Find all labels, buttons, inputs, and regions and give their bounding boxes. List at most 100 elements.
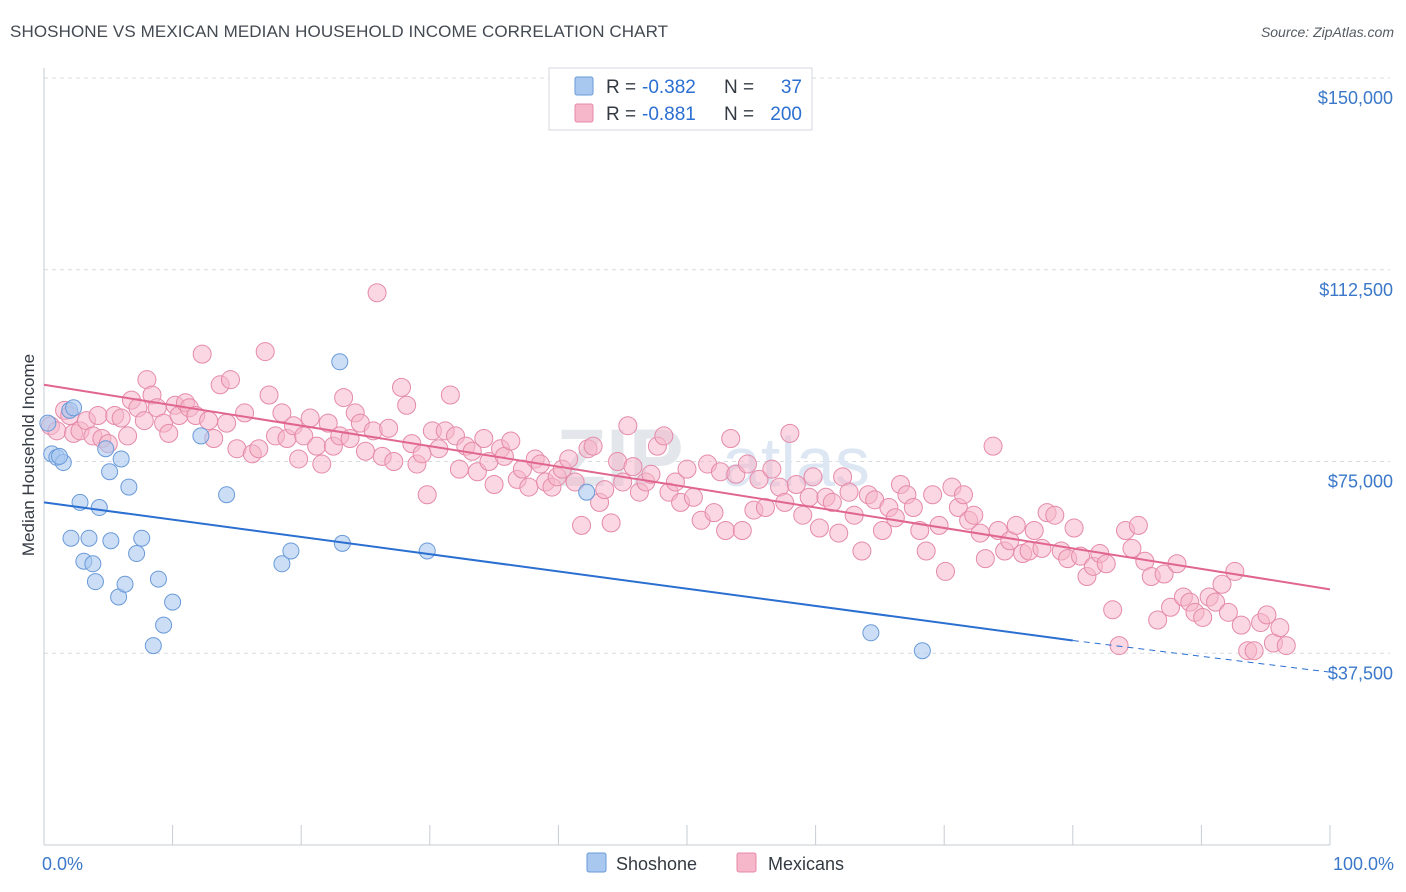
- point-shoshone-19: [120, 478, 138, 496]
- legend-r-value-2: -0.881: [642, 104, 696, 125]
- trend-lines: [43, 383, 1331, 673]
- point-mexicans-107: [654, 426, 674, 446]
- point-mexicans-149: [910, 521, 930, 541]
- point-mexicans-59: [379, 418, 399, 438]
- point-mexicans-60: [384, 452, 404, 471]
- bottom-legend-shoshone: Shoshone: [616, 854, 697, 874]
- point-mexicans-43: [289, 449, 309, 469]
- point-shoshone-27: [218, 486, 236, 504]
- bottom-legend-mexicans: Mexicans: [768, 854, 844, 874]
- legend-r-label-1: R =: [606, 77, 636, 98]
- point-shoshone-32: [418, 542, 436, 560]
- point-mexicans-21: [159, 423, 179, 443]
- point-mexicans-57: [367, 283, 387, 303]
- point-mexicans-194: [1193, 607, 1213, 627]
- point-shoshone-18: [116, 575, 134, 593]
- point-mexicans-32: [220, 370, 240, 390]
- point-shoshone-15: [102, 532, 120, 550]
- point-mexicans-93: [572, 515, 592, 535]
- point-mexicans-130: [793, 505, 813, 525]
- point-mexicans-95: [583, 436, 603, 456]
- point-mexicans-181: [1109, 636, 1129, 656]
- point-mexicans-179: [1096, 554, 1116, 574]
- point-mexicans-48: [318, 413, 338, 433]
- point-mexicans-46: [307, 436, 327, 456]
- point-mexicans-121: [737, 454, 757, 474]
- point-mexicans-76: [474, 428, 494, 448]
- point-mexicans-51: [334, 388, 354, 408]
- legend-n-value-1: 37: [781, 77, 802, 98]
- point-shoshone-20: [128, 545, 146, 563]
- y-tick-label-0: $37,500: [1328, 663, 1393, 683]
- point-shoshone-10: [84, 555, 102, 573]
- point-mexicans-65: [412, 444, 432, 464]
- point-mexicans-61: [392, 377, 412, 397]
- point-mexicans-36: [249, 439, 269, 459]
- gridlines: [44, 77, 1390, 654]
- point-shoshone-13: [97, 440, 115, 458]
- y-axis-label: Median Household Income: [19, 354, 38, 556]
- point-shoshone-36: [50, 447, 68, 465]
- point-mexicans-132: [803, 467, 823, 487]
- trend-line-shoshone: [43, 501, 1073, 642]
- point-mexicans-92: [565, 472, 585, 492]
- point-mexicans-34: [235, 403, 255, 423]
- point-mexicans-145: [885, 508, 905, 528]
- point-mexicans-133: [809, 518, 829, 538]
- point-mexicans-8: [88, 405, 108, 425]
- point-mexicans-151: [923, 485, 943, 505]
- point-mexicans-37: [255, 342, 275, 362]
- point-mexicans-202: [1244, 641, 1264, 661]
- point-mexicans-150: [916, 541, 936, 561]
- point-mexicans-140: [852, 541, 872, 561]
- point-mexicans-123: [749, 469, 769, 489]
- series-legend: Shoshone Mexicans: [586, 852, 844, 874]
- point-mexicans-158: [964, 505, 984, 525]
- point-mexicans-175: [1071, 546, 1091, 566]
- bottom-legend-swatch-mexicans: [736, 852, 757, 873]
- point-mexicans-184: [1128, 515, 1148, 535]
- point-mexicans-45: [300, 408, 320, 428]
- point-mexicans-66: [417, 485, 437, 505]
- point-mexicans-168: [1024, 521, 1044, 541]
- point-mexicans-72: [449, 459, 469, 479]
- point-mexicans-143: [872, 521, 892, 541]
- point-mexicans-165: [1006, 515, 1026, 535]
- point-mexicans-136: [829, 523, 849, 543]
- point-mexicans-188: [1154, 564, 1174, 584]
- point-mexicans-97: [595, 480, 615, 500]
- point-mexicans-12: [111, 408, 131, 428]
- point-shoshone-29: [282, 542, 300, 560]
- point-mexicans-161: [983, 436, 1003, 456]
- point-mexicans-111: [677, 459, 697, 479]
- y-tick-labels: $37,500 $75,000 $112,500 $150,000: [1318, 88, 1393, 683]
- point-mexicans-98: [601, 513, 621, 533]
- point-shoshone-30: [331, 353, 349, 371]
- y-tick-label-1: $75,000: [1328, 472, 1393, 492]
- point-mexicans-38: [259, 385, 279, 405]
- point-shoshone-11: [86, 573, 104, 591]
- point-mexicans-129: [786, 475, 806, 495]
- point-mexicans-131: [799, 487, 819, 507]
- point-mexicans-199: [1225, 561, 1245, 581]
- point-mexicans-160: [975, 549, 995, 569]
- point-mexicans-91: [559, 449, 579, 469]
- legend-swatch-shoshone: [574, 76, 594, 96]
- point-mexicans-180: [1103, 600, 1123, 620]
- point-shoshone-33: [578, 483, 596, 501]
- point-shoshone-5: [65, 399, 83, 417]
- y-tick-label-3: $150,000: [1318, 88, 1393, 108]
- point-mexicans-198: [1218, 602, 1238, 622]
- point-mexicans-31: [217, 413, 237, 433]
- point-shoshone-12: [90, 499, 108, 517]
- point-mexicans-47: [312, 454, 332, 474]
- point-mexicans-120: [732, 521, 752, 541]
- point-mexicans-27: [192, 344, 212, 364]
- point-mexicans-171: [1045, 505, 1065, 525]
- point-mexicans-101: [618, 416, 638, 436]
- legend-swatch-mexicans: [574, 103, 594, 123]
- point-shoshone-22: [144, 637, 162, 655]
- point-mexicans-105: [641, 464, 661, 484]
- point-mexicans-13: [118, 426, 138, 446]
